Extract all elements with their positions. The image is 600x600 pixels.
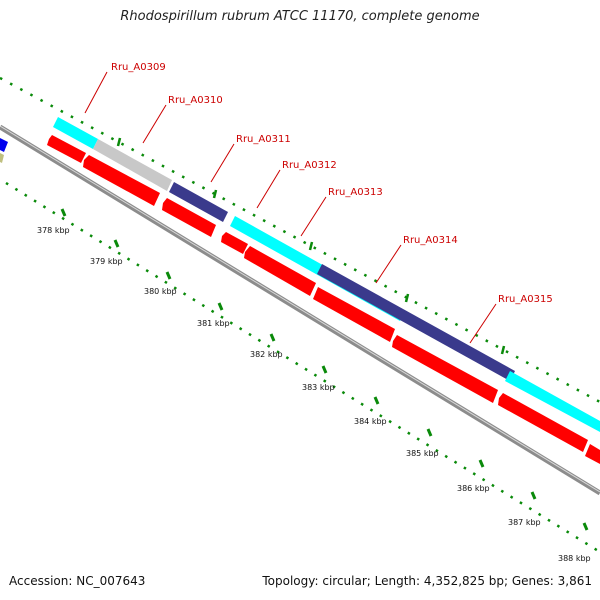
scale-label-379: 379 kbp <box>90 257 123 266</box>
gene-label-rru-a0313: Rru_A0313 <box>328 187 383 198</box>
inner-scale-ticks <box>60 208 589 531</box>
gene-label-rru-a0315: Rru_A0315 <box>498 294 553 305</box>
cds-forward-tail <box>505 371 600 432</box>
scale-label-381: 381 kbp <box>197 319 230 328</box>
inner-dotted-scale-ring <box>5 181 600 554</box>
cds-reverse-9 <box>585 444 600 464</box>
scale-label-378: 378 kbp <box>37 226 70 235</box>
cds-reverse-6 <box>313 287 395 342</box>
olive-feature-fragment <box>0 153 4 163</box>
outer-dotted-tick-ring <box>0 76 600 404</box>
accession-label: Accession: NC_007643 <box>9 574 146 588</box>
blue-feature-fragment <box>0 138 8 152</box>
cds-rru-a0309-forward <box>53 117 98 149</box>
scale-label-387: 387 kbp <box>508 518 541 527</box>
scale-label-383: 383 kbp <box>302 383 335 392</box>
gene-label-rru-a0311: Rru_A0311 <box>236 134 291 145</box>
backbone-circle <box>0 124 600 496</box>
cds-reverse-5 <box>244 246 316 296</box>
gene-label-rru-a0310: Rru_A0310 <box>168 95 223 106</box>
scale-label-384: 384 kbp <box>354 417 387 426</box>
cds-reverse-4 <box>221 232 248 254</box>
navy-feature-rru-a0311 <box>169 182 228 222</box>
reverse-strand-features <box>47 135 600 464</box>
gene-label-rru-a0312: Rru_A0312 <box>282 160 337 171</box>
scale-label-385: 385 kbp <box>406 449 439 458</box>
cds-reverse-1 <box>47 135 86 163</box>
cds-reverse-8 <box>498 393 588 452</box>
genome-summary-label: Topology: circular; Length: 4,352,825 bp… <box>262 574 592 588</box>
gene-label-rru-a0314: Rru_A0314 <box>403 235 458 246</box>
gray-feature-rru-a0310 <box>93 139 172 191</box>
scale-label-380: 380 kbp <box>144 287 177 296</box>
scale-label-386: 386 kbp <box>457 484 490 493</box>
cds-reverse-2 <box>83 155 160 206</box>
scale-label-388: 388 kbp <box>558 554 591 563</box>
cds-reverse-3 <box>162 198 216 237</box>
gene-label-rru-a0309: Rru_A0309 <box>111 62 166 73</box>
scale-label-382: 382 kbp <box>250 350 283 359</box>
navy-feature-rru-a0314 <box>317 264 515 381</box>
map-title: Rhodospirillum rubrum ATCC 11170, comple… <box>120 9 480 24</box>
forward-strand-features <box>53 117 600 432</box>
backbone-highlight <box>0 125 600 493</box>
gene-label-leaders <box>84 71 497 344</box>
cds-reverse-7 <box>392 335 498 403</box>
outer-major-ticks <box>116 137 506 355</box>
